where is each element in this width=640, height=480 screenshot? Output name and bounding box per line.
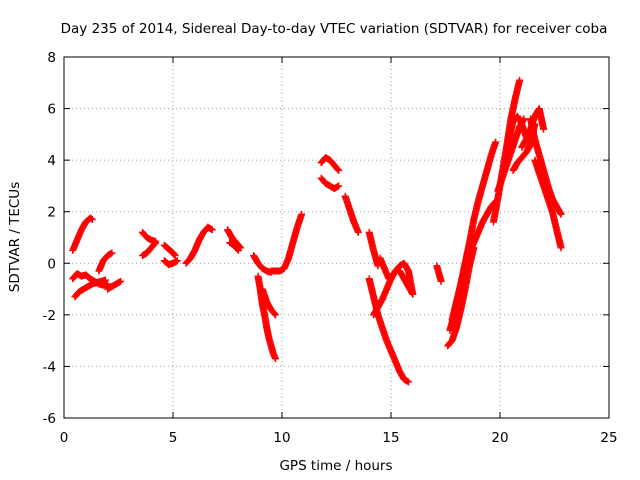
data-point [271, 355, 279, 363]
data-point [516, 76, 524, 84]
data-point [208, 226, 216, 234]
data-point [354, 228, 362, 236]
data-point [171, 252, 179, 260]
series-arc-04 [95, 249, 116, 275]
series-arc-08 [160, 241, 179, 260]
data-point [234, 246, 242, 254]
y-axis-label: SDTVAR / TECUs [7, 182, 23, 292]
data-point [492, 138, 500, 146]
grid-lines [64, 57, 609, 418]
series-arc-12 [226, 239, 242, 254]
series-arc-18 [317, 174, 343, 193]
series-arc-25 [433, 262, 445, 285]
series-arc-19 [341, 192, 362, 236]
series-arc-05 [104, 277, 125, 293]
data-point [409, 290, 417, 298]
data-point [108, 249, 116, 257]
data-point [298, 210, 306, 218]
x-tick-label: 15 [382, 430, 399, 446]
y-tick-label: 0 [47, 256, 56, 272]
series-arc-02 [69, 270, 112, 289]
y-tick-label: -2 [43, 308, 56, 324]
x-tick-label: 5 [169, 430, 178, 446]
series-arc-03 [71, 276, 109, 301]
data-point [385, 275, 393, 283]
series-arc-36 [531, 156, 565, 252]
plot-frame [63, 56, 610, 419]
y-tick-label: 4 [47, 153, 56, 169]
data-point [101, 276, 109, 284]
data-point [88, 215, 96, 223]
data-point [540, 125, 548, 133]
y-tick-label: 6 [47, 102, 56, 118]
data-point [173, 257, 181, 265]
data-point [271, 311, 279, 319]
series-arc-20 [365, 275, 412, 386]
data-point [437, 277, 445, 285]
series-arc-14 [267, 210, 306, 275]
data-point [234, 245, 242, 253]
series-arc-16 [258, 285, 279, 319]
series-arc-01 [69, 214, 96, 254]
series-arc-29 [465, 197, 500, 257]
data-point [335, 182, 343, 190]
data-point [335, 166, 343, 174]
data-point [404, 378, 412, 386]
series-arc-09 [160, 257, 181, 269]
series-arc-32 [500, 112, 530, 174]
data-point [152, 237, 160, 245]
series-arc-24 [396, 267, 417, 298]
x-tick-label: 25 [600, 430, 617, 446]
data-point [170, 251, 178, 259]
y-tick-label: -4 [43, 359, 56, 375]
x-tick-label: 20 [491, 430, 508, 446]
y-tick-label: 2 [47, 205, 56, 221]
series-arc-07 [138, 228, 160, 245]
data-point [557, 244, 565, 252]
data-point [271, 310, 279, 318]
data-point [334, 165, 342, 173]
data-point [557, 210, 565, 218]
x-axis-label: GPS time / hours [279, 458, 392, 474]
chart-title: Day 235 of 2014, Sidereal Day-to-day VTE… [61, 21, 608, 37]
y-tick-label: -6 [43, 411, 56, 427]
series-arc-22 [365, 228, 382, 270]
x-axis: 0 5 10 15 20 25 [60, 57, 618, 446]
x-tick-label: 10 [273, 430, 290, 446]
series-arc-23 [376, 254, 393, 283]
series-arc-28 [446, 234, 476, 334]
y-tick-label: 8 [47, 50, 56, 66]
series-arc-17 [317, 154, 343, 174]
x-tick-label: 0 [60, 430, 69, 446]
series-arc-10 [182, 223, 216, 267]
data-points [69, 76, 565, 386]
data-point [117, 277, 125, 285]
y-axis: -6 -4 -2 0 2 4 6 8 [43, 50, 609, 427]
